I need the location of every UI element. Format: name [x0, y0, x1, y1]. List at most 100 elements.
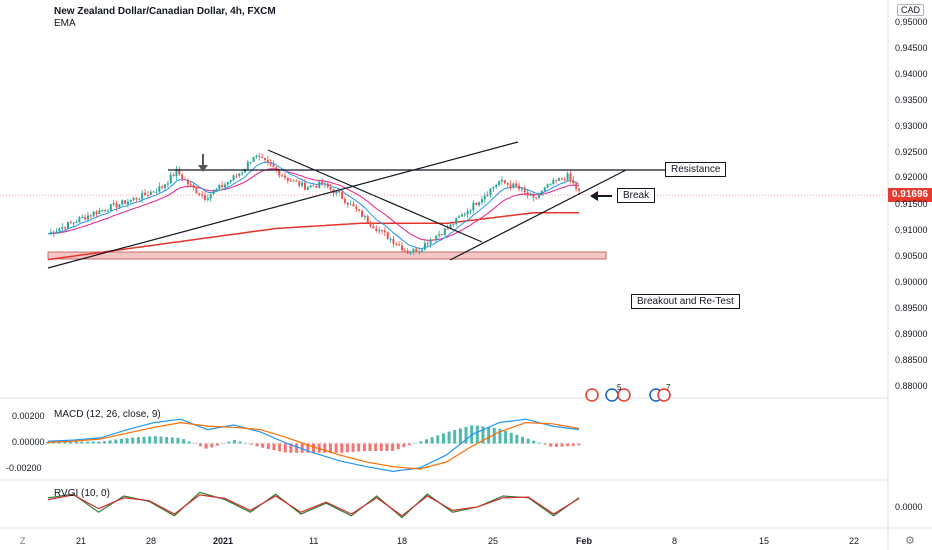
macd-histogram-bar [521, 436, 525, 444]
candle [466, 208, 469, 219]
candle [81, 214, 84, 219]
candle [118, 203, 121, 210]
price-tick: 0.92000 [895, 172, 928, 182]
candle [115, 200, 118, 212]
candle [261, 153, 264, 159]
left-arrow-icon [590, 191, 612, 201]
timezone-icon[interactable]: Z [20, 536, 26, 546]
candle [226, 181, 229, 187]
candle [438, 230, 441, 239]
candle [369, 220, 372, 228]
candle [246, 159, 249, 171]
macd-histogram-bar [57, 441, 61, 444]
rvgi-tick: 0.0000 [895, 502, 923, 512]
macd-histogram-bar [391, 443, 395, 451]
candle [475, 202, 478, 206]
macd-histogram-bar [131, 437, 135, 444]
macd-histogram-bar [193, 443, 197, 445]
candle [66, 221, 69, 230]
rvgi-label[interactable]: RVGI (10, 0) [54, 488, 110, 499]
candle [129, 199, 132, 204]
candle [415, 247, 418, 253]
candle [418, 247, 421, 255]
macd-histogram-bar [351, 443, 355, 452]
macd-histogram-bar [526, 438, 530, 444]
macd-label[interactable]: MACD (12, 26, close, 9) [54, 409, 161, 420]
candle [221, 181, 224, 191]
macd-histogram-bar [549, 443, 553, 447]
macd-histogram-bar [210, 443, 214, 448]
candle [161, 184, 164, 190]
candle [218, 183, 221, 191]
macd-histogram-bar [227, 441, 231, 444]
candle [423, 239, 426, 251]
candle [243, 168, 246, 173]
candle [72, 222, 75, 227]
candle [104, 208, 107, 213]
candle [106, 208, 109, 213]
candle [229, 179, 232, 185]
time-tick: 15 [759, 536, 770, 546]
candle [383, 226, 386, 237]
settings-icon[interactable]: ⚙ [905, 535, 915, 547]
candle [232, 174, 235, 182]
time-tick: Feb [576, 536, 593, 546]
price-tick: 0.93500 [895, 95, 928, 105]
candle [204, 191, 207, 202]
macd-histogram-bar [165, 436, 169, 444]
time-tick: 18 [397, 536, 408, 546]
macd-histogram-bar [266, 443, 270, 449]
macd-histogram-bar [244, 443, 248, 444]
candle [172, 172, 175, 177]
rvgi-signal-line [47, 494, 580, 517]
macd-histogram-bar [481, 426, 485, 444]
candle [58, 227, 61, 234]
candle [503, 179, 506, 185]
candle [506, 181, 509, 189]
macd-histogram-bar [408, 443, 412, 446]
candle [341, 188, 344, 200]
candle [255, 154, 258, 159]
macd-histogram-bar [300, 443, 304, 453]
rvgi-line [47, 491, 580, 519]
indicator-label[interactable]: EMA [54, 18, 76, 29]
price-tick: 0.89500 [895, 303, 928, 313]
candle [84, 213, 87, 221]
macd-tick: 0.00000 [12, 437, 45, 447]
candle [306, 185, 309, 191]
macd-histogram-bar [63, 441, 67, 444]
candle [478, 201, 481, 208]
macd-histogram-bar [571, 443, 575, 446]
candle [343, 196, 346, 205]
event-markers[interactable]: 5 7 [585, 383, 671, 402]
price-tick: 0.89000 [895, 329, 928, 339]
candle [361, 209, 364, 218]
candle [401, 242, 403, 253]
candle [258, 152, 261, 161]
candle [323, 181, 326, 189]
price-tick: 0.94500 [895, 43, 928, 53]
macd-histogram-bar [458, 428, 462, 444]
candle [518, 182, 521, 192]
candle [526, 189, 529, 199]
candle [358, 208, 361, 213]
macd-histogram-bar [221, 443, 225, 445]
macd-histogram-bar [232, 439, 236, 444]
macd-histogram-bar [74, 441, 78, 444]
price-tick: 0.95000 [895, 17, 928, 27]
event-flag-icon [585, 388, 599, 402]
macd-histogram-bar [554, 443, 558, 447]
price-tick: 0.90000 [895, 277, 928, 287]
candle [452, 221, 455, 227]
candle [298, 180, 301, 188]
candle [124, 200, 127, 205]
macd-histogram-bar [114, 439, 118, 444]
candle [406, 247, 409, 254]
macd-histogram-bar [464, 426, 468, 444]
candle [195, 186, 198, 194]
candle [178, 166, 181, 176]
macd-histogram-bar [204, 443, 208, 449]
candle [392, 235, 395, 248]
macd-histogram-bar [357, 443, 361, 452]
currency-label[interactable]: CAD [897, 4, 925, 16]
